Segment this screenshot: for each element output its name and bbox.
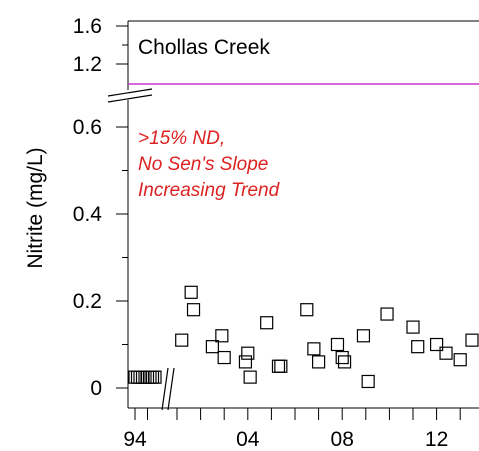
data-point: [411, 340, 425, 354]
x-break-mark: [161, 367, 169, 411]
data-point: [238, 355, 253, 369]
data-point: [356, 329, 371, 343]
data-point: [215, 329, 229, 343]
x-tick-label: 12: [425, 428, 448, 451]
x-tick-label: 94: [123, 428, 147, 451]
data-point: [175, 333, 189, 347]
tick-labels: 0 0.2 0.4 0.6 1.2 1.6 94 04 08 12: [73, 15, 448, 451]
x-break-mark: [167, 367, 175, 411]
data-point: [205, 340, 219, 354]
data-point: [186, 303, 201, 317]
data-point: [335, 350, 349, 365]
y-tick-label: 0.6: [73, 116, 102, 139]
y-tick-label: 0.2: [73, 290, 102, 313]
data-point: [361, 374, 375, 389]
data-point: [307, 342, 321, 356]
y-tick-label: 0.4: [73, 203, 103, 226]
data-point: [217, 350, 231, 365]
annotation-line-3: Increasing Trend: [138, 180, 281, 201]
annotation-line-2: No Sen's Slope: [138, 154, 268, 175]
annotation-line-1: >15% ND,: [138, 128, 225, 149]
x-tick-label: 08: [331, 428, 354, 451]
data-point: [148, 370, 162, 384]
data-point: [465, 333, 479, 347]
data-point: [439, 346, 453, 360]
y-axis-title: Nitrite (mg/L): [24, 147, 47, 268]
data-point: [243, 370, 257, 384]
y-tick-label: 1.2: [73, 53, 102, 76]
y-tick-label: 0: [90, 377, 102, 400]
data-point: [260, 316, 274, 330]
y-break-mark: [107, 94, 153, 103]
y-break-mark: [107, 88, 153, 97]
data-point: [312, 355, 326, 369]
data-point: [453, 353, 467, 367]
data-point: [337, 355, 352, 369]
data-point: [380, 307, 394, 321]
x-tick-label: 04: [236, 428, 260, 451]
axes: [107, 20, 479, 420]
data-point: [300, 303, 314, 317]
data-points: [128, 285, 479, 389]
data-point: [430, 337, 444, 352]
data-point: [274, 359, 288, 373]
data-point: [184, 285, 198, 299]
y-tick-label: 1.6: [73, 15, 102, 38]
data-point: [406, 320, 420, 334]
data-point: [330, 337, 345, 352]
data-point: [241, 346, 255, 360]
site-label: Chollas Creek: [138, 36, 270, 59]
